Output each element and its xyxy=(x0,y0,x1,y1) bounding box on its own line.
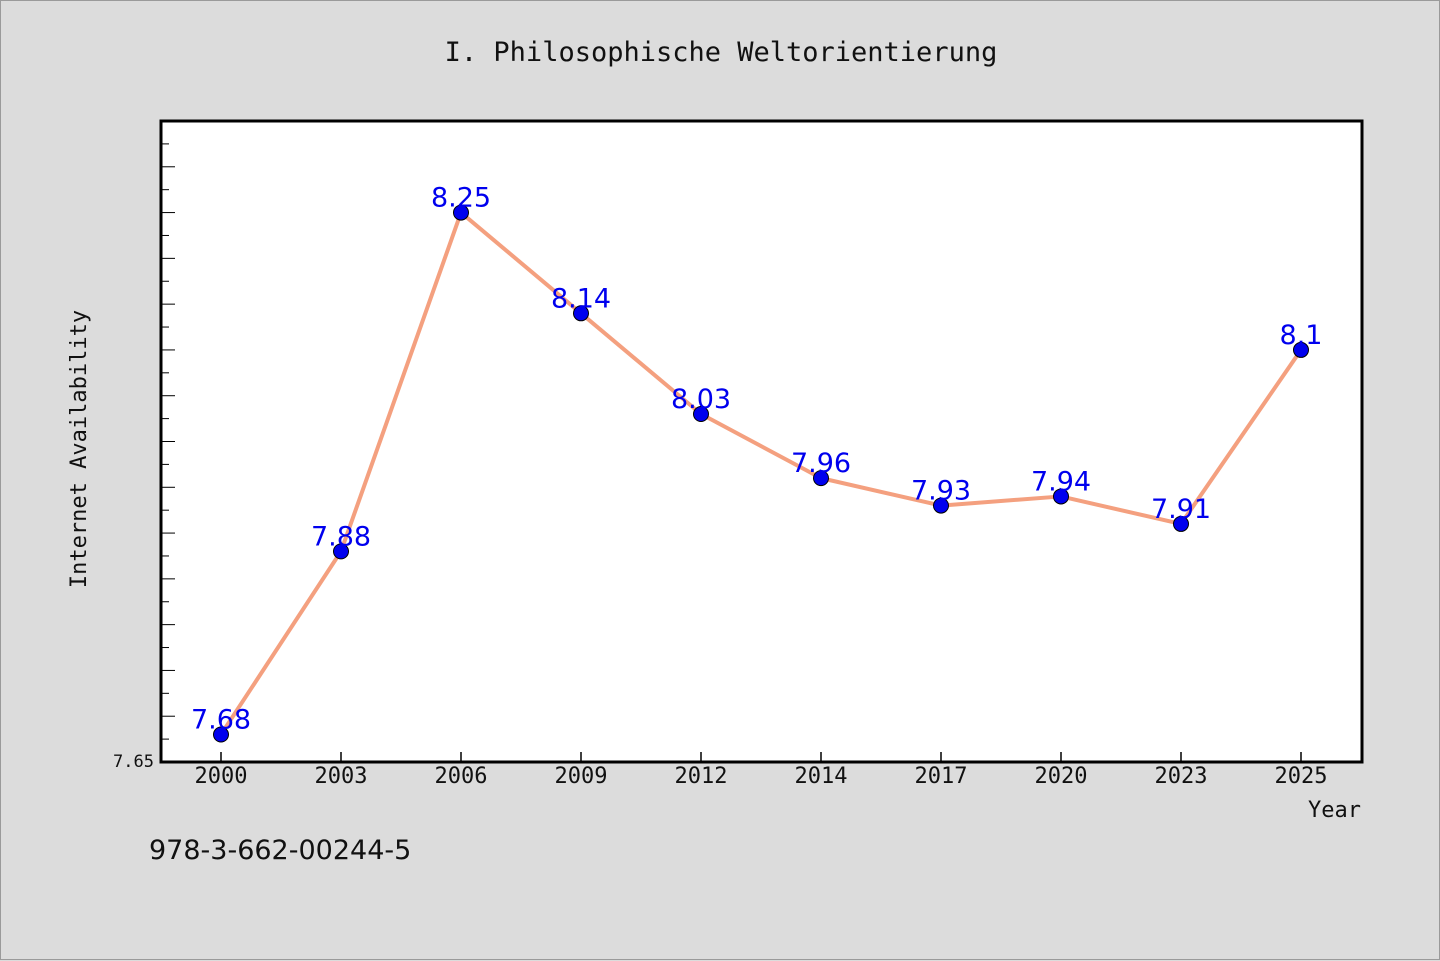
x-tick-label: 2017 xyxy=(915,764,968,789)
data-labels: 7.68 7.88 8.25 8.14 8.03 7.96 7.93 7.94 7.91 8.1 xyxy=(191,183,1323,736)
y-tick-label-min: 7.65 xyxy=(113,752,154,772)
data-label: 8.14 xyxy=(551,283,611,314)
series-line xyxy=(219,210,1303,736)
data-label: 7.96 xyxy=(791,448,851,479)
x-tick-label: 2006 xyxy=(435,764,488,789)
data-point xyxy=(1053,488,1069,505)
data-point xyxy=(693,406,709,423)
x-tick-label: 2000 xyxy=(195,764,248,789)
x-tick-label: 2014 xyxy=(795,764,848,789)
data-point xyxy=(333,543,349,560)
isbn-text: 978-3-662-00244-5 xyxy=(149,835,412,866)
data-label: 8.25 xyxy=(431,183,491,214)
chart-title: I. Philosophische Weltorientierung xyxy=(445,37,998,68)
y-axis-ticks xyxy=(161,120,175,763)
x-tick-label: 2009 xyxy=(555,764,608,789)
x-axis-label: Year xyxy=(1308,798,1361,823)
data-label: 7.68 xyxy=(191,705,251,736)
data-label: 7.91 xyxy=(1151,494,1211,525)
data-label: 7.88 xyxy=(311,521,371,552)
x-tick-label: 2020 xyxy=(1035,764,1088,789)
data-point xyxy=(573,305,589,322)
data-point xyxy=(213,726,229,743)
x-tick-label: 2023 xyxy=(1155,764,1208,789)
x-tick-label: 2025 xyxy=(1275,764,1328,789)
data-point xyxy=(1293,341,1309,358)
data-label: 7.93 xyxy=(911,476,971,507)
data-label: 8.03 xyxy=(671,384,731,415)
x-axis-tick-labels: 2000 2003 2006 2009 2012 2014 2017 2020 2023 2025 xyxy=(195,764,1328,789)
data-point xyxy=(933,497,949,514)
data-label: 7.94 xyxy=(1031,466,1091,497)
plot-area xyxy=(159,119,1364,764)
data-point xyxy=(453,204,469,221)
x-tick-label: 2003 xyxy=(315,764,368,789)
data-point xyxy=(813,470,829,487)
x-axis-ticks xyxy=(220,752,1302,762)
data-markers xyxy=(213,204,1309,743)
data-point xyxy=(1173,515,1189,532)
data-label: 8.1 xyxy=(1280,320,1323,351)
x-tick-label: 2012 xyxy=(675,764,728,789)
y-axis-label: Internet Availability xyxy=(67,310,92,588)
